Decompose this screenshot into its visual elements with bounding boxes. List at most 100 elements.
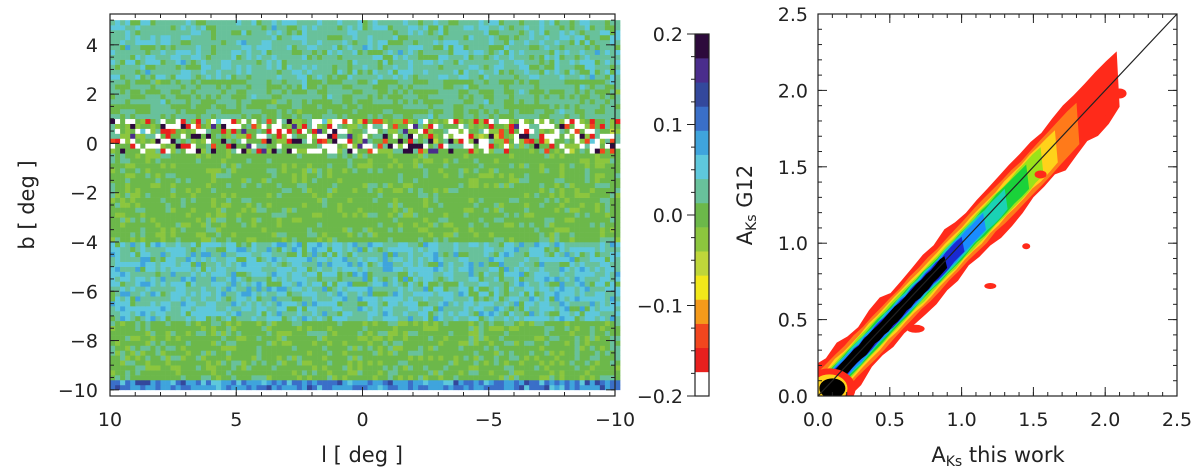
- heatmap-cell: [246, 330, 252, 336]
- heatmap-cell: [241, 202, 247, 208]
- heatmap-cell: [615, 182, 621, 189]
- heatmap-cell: [463, 345, 469, 351]
- heatmap-cell: [438, 350, 444, 356]
- heatmap-cell: [256, 207, 262, 213]
- heatmap-cell: [312, 153, 318, 159]
- heatmap-cell: [241, 261, 247, 267]
- heatmap-cell: [226, 296, 232, 302]
- heatmap-cell: [534, 182, 540, 189]
- heatmap-cell: [569, 355, 575, 361]
- heatmap-cell: [140, 355, 146, 361]
- heatmap-cell: [175, 251, 181, 258]
- heatmap-cell: [115, 296, 121, 302]
- heatmap-cell: [332, 227, 338, 233]
- heatmap-cell: [589, 360, 596, 366]
- heatmap-cell: [574, 192, 580, 198]
- heatmap-cell: [211, 315, 217, 322]
- heatmap-cell: [438, 365, 444, 371]
- heatmap-cell: [347, 281, 353, 287]
- heatmap-cell: [402, 212, 409, 218]
- heatmap-cell: [231, 266, 237, 272]
- heatmap-cell: [407, 251, 414, 258]
- heatmap-cell: [357, 276, 363, 282]
- heatmap-cell: [604, 276, 611, 282]
- heatmap-cell: [195, 370, 202, 376]
- heatmap-cell: [216, 232, 222, 238]
- heatmap-cell: [362, 177, 368, 184]
- heatmap-cell: [170, 330, 176, 336]
- heatmap-cell: [529, 148, 535, 154]
- heatmap-cell: [140, 375, 146, 381]
- heatmap-cell: [478, 370, 484, 376]
- heatmap-cell: [125, 384, 131, 391]
- heatmap-cell: [473, 360, 479, 366]
- heatmap-cell: [584, 350, 591, 356]
- heatmap-cell: [549, 301, 555, 307]
- heatmap-cell: [301, 251, 308, 258]
- heatmap-cell: [352, 335, 358, 341]
- heatmap-cell: [362, 232, 368, 238]
- heatmap-cell: [347, 241, 353, 248]
- heatmap-cell: [392, 291, 399, 297]
- heatmap-cell: [357, 222, 363, 228]
- heatmap-cell: [377, 291, 383, 297]
- heatmap-cell: [276, 217, 282, 223]
- heatmap-cell: [317, 163, 323, 169]
- heatmap-cell: [478, 187, 484, 193]
- heatmap-cell: [433, 330, 439, 336]
- heatmap-cell: [120, 345, 126, 351]
- heatmap-cell: [140, 379, 146, 386]
- heatmap-cell: [503, 315, 510, 322]
- heatmap-cell: [473, 256, 479, 262]
- heatmap-cell: [514, 182, 520, 189]
- heatmap-cell: [514, 325, 520, 331]
- heatmap-cell: [150, 187, 156, 193]
- heatmap-cell: [483, 345, 490, 351]
- heatmap-cell: [377, 227, 383, 233]
- heatmap-cell: [135, 241, 141, 248]
- heatmap-cell: [413, 320, 419, 327]
- heatmap-cell: [251, 340, 257, 346]
- heatmap-cells: [110, 20, 621, 391]
- heatmap-cell: [145, 330, 151, 336]
- heatmap-cell: [418, 330, 424, 336]
- heatmap-cell: [281, 320, 288, 327]
- heatmap-cell: [357, 384, 363, 391]
- heatmap-cell: [271, 384, 277, 391]
- heatmap-cell: [322, 227, 328, 233]
- heatmap-cell: [281, 271, 288, 277]
- heatmap-cell: [438, 291, 444, 297]
- heatmap-cell: [534, 207, 540, 213]
- heatmap-cell: [140, 197, 146, 203]
- heatmap-cell: [382, 261, 389, 267]
- heatmap-cell: [473, 153, 479, 159]
- heatmap-cell: [306, 202, 313, 208]
- heatmap-cell: [413, 345, 419, 351]
- heatmap-cell: [564, 384, 570, 391]
- heatmap-cell: [423, 266, 429, 272]
- heatmap-cell: [534, 355, 540, 361]
- heatmap-cell: [226, 325, 232, 331]
- heatmap-cell: [205, 153, 212, 159]
- heatmap-cell: [180, 320, 187, 327]
- heatmap-cell: [301, 187, 308, 193]
- heatmap-cell: [170, 281, 176, 287]
- heatmap-cell: [569, 345, 575, 351]
- heatmap-cell: [256, 241, 262, 248]
- heatmap-cell: [115, 217, 121, 223]
- heatmap-cell: [539, 261, 545, 267]
- heatmap-cell: [312, 143, 318, 149]
- heatmap-cell: [423, 197, 429, 203]
- heatmap-cell: [236, 355, 242, 361]
- heatmap-cell: [342, 365, 348, 371]
- heatmap-cell: [615, 241, 621, 248]
- heatmap-cell: [534, 148, 540, 154]
- heatmap-cell: [291, 365, 298, 371]
- heatmap-cell: [443, 281, 449, 287]
- heatmap-cell: [433, 158, 439, 164]
- heatmap-cell: [559, 187, 565, 193]
- heatmap-cell: [266, 153, 272, 159]
- heatmap-cell: [407, 340, 414, 346]
- heatmap-cell: [317, 306, 323, 312]
- heatmap-cell: [392, 182, 399, 189]
